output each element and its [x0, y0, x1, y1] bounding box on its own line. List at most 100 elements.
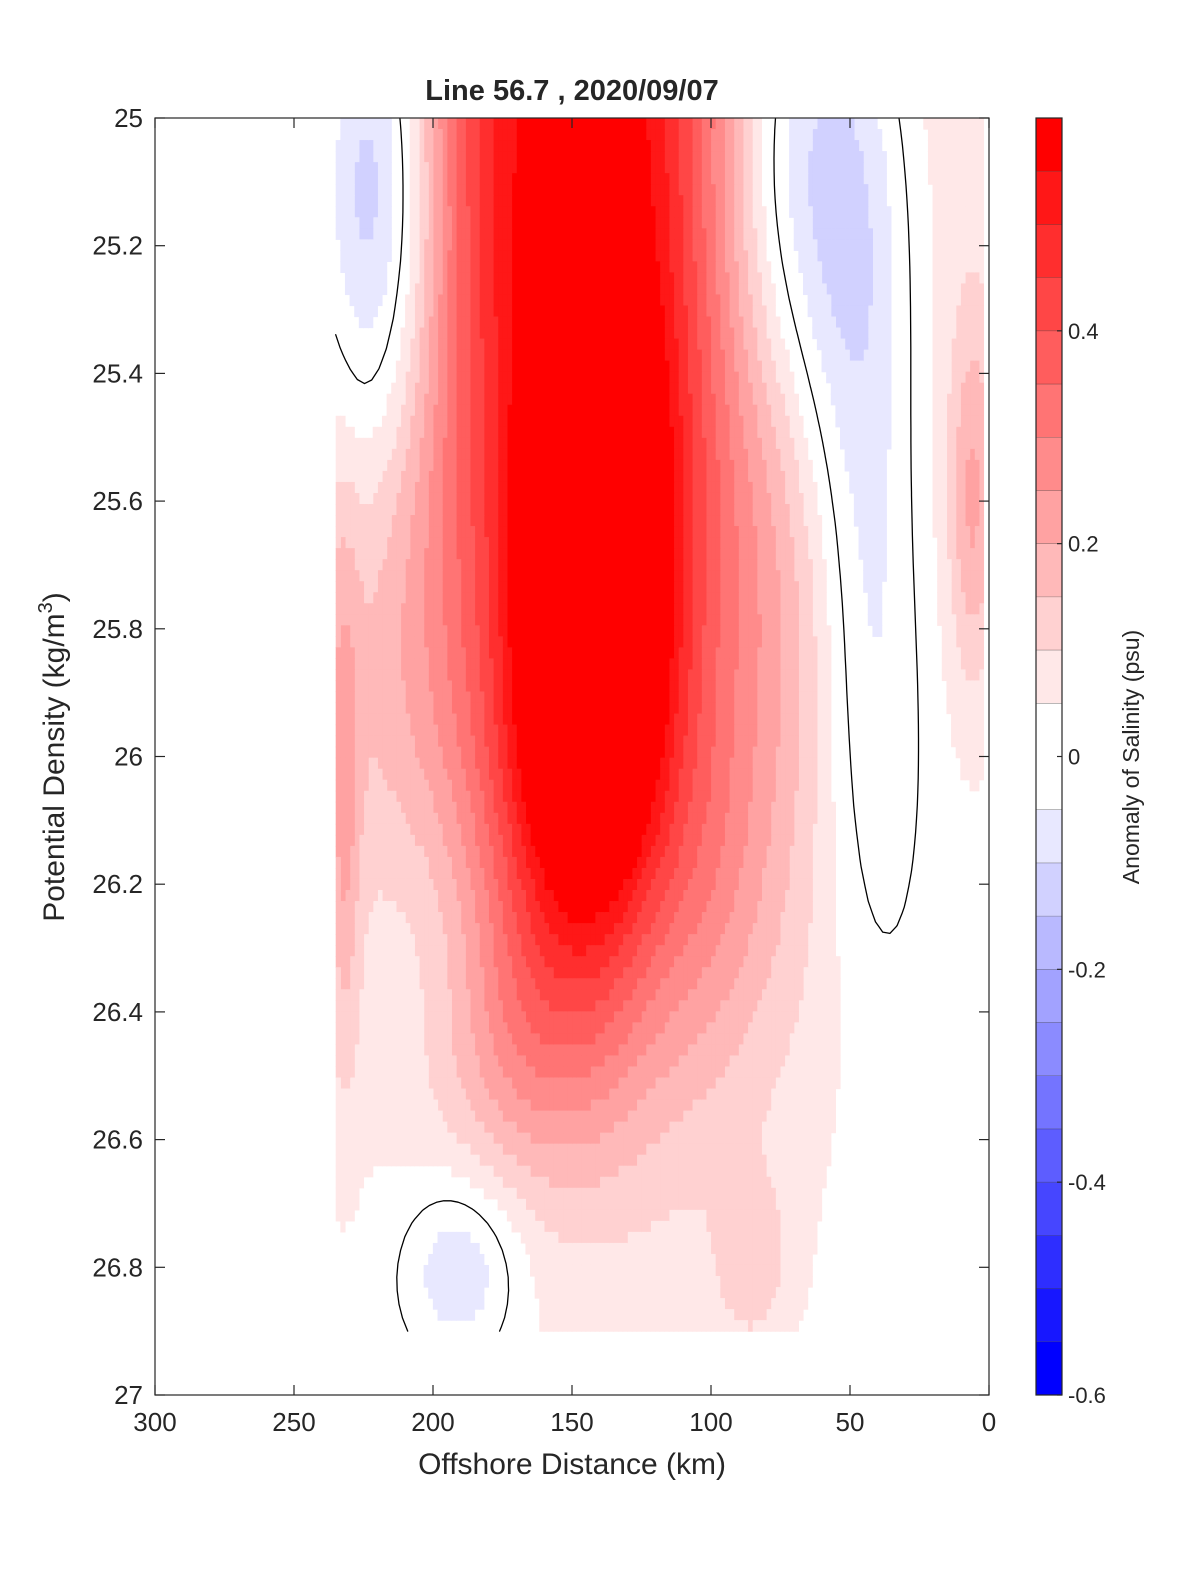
contour-cell	[830, 349, 836, 362]
contour-cell	[673, 592, 679, 604]
contour-cell	[719, 1209, 725, 1222]
contour-cell	[742, 691, 749, 704]
contour-cell	[678, 1309, 684, 1321]
contour-cell	[830, 250, 836, 262]
contour-cell	[784, 1044, 790, 1057]
contour-cell	[807, 118, 813, 130]
contour-cell	[715, 901, 721, 913]
contour-cell	[668, 823, 675, 836]
contour-cell	[696, 305, 702, 318]
contour-cell	[807, 978, 813, 990]
contour-cell	[696, 581, 702, 593]
contour-cell	[673, 162, 679, 174]
contour-cell	[678, 492, 684, 505]
contour-cell	[853, 371, 860, 384]
contour-cell	[659, 724, 665, 737]
contour-cell	[946, 195, 952, 207]
contour-cell	[733, 1066, 739, 1079]
contour-cell	[659, 459, 665, 472]
contour-cell	[673, 1176, 679, 1189]
contour-cell	[664, 812, 670, 825]
contour-cell	[678, 459, 684, 472]
contour-cell	[733, 316, 739, 329]
contour-cell	[728, 526, 735, 538]
contour-cell	[867, 459, 873, 472]
contour-cell	[877, 371, 883, 384]
contour-cell	[798, 492, 804, 505]
contour-cell	[742, 515, 749, 527]
contour-cell	[752, 1044, 758, 1057]
contour-cell	[728, 669, 735, 682]
contour-cell	[821, 923, 827, 935]
contour-cell	[969, 548, 975, 560]
contour-cell	[877, 349, 883, 362]
contour-cell	[969, 658, 975, 671]
contour-cell	[761, 1143, 767, 1156]
contour-cell	[821, 856, 827, 869]
contour-cell	[849, 140, 855, 152]
contour-cell	[752, 735, 758, 748]
contour-cell	[853, 504, 860, 516]
contour-cell	[668, 283, 675, 296]
contour-cell	[807, 184, 813, 196]
contour-cell	[742, 912, 749, 924]
contour-cell	[673, 1132, 679, 1145]
contour-cell	[742, 272, 749, 285]
contour-cell	[696, 1242, 702, 1255]
contour-cell	[877, 581, 883, 593]
contour-cell	[742, 845, 749, 858]
contour-cell	[830, 371, 836, 384]
contour-cell	[664, 338, 670, 351]
contour-cell	[715, 283, 721, 296]
contour-cell	[858, 537, 864, 549]
contour-cell	[960, 371, 966, 384]
contour-cell	[752, 228, 758, 240]
contour-cell	[816, 1088, 823, 1101]
contour-cell	[733, 669, 739, 682]
contour-cell	[715, 537, 721, 549]
contour-cell	[858, 415, 864, 428]
contour-cell	[798, 1055, 804, 1068]
contour-cell	[858, 327, 864, 340]
contour-cell	[756, 823, 762, 836]
contour-cell	[826, 801, 832, 814]
contour-cell	[747, 989, 753, 1001]
contour-cell	[705, 790, 712, 803]
contour-cell	[733, 548, 739, 560]
contour-cell	[955, 217, 961, 229]
contour-cell	[719, 934, 725, 946]
contour-cell	[724, 901, 730, 913]
contour-cell	[770, 1110, 776, 1123]
contour-cell	[969, 702, 975, 715]
contour-cell	[960, 735, 966, 748]
contour-cell	[678, 1110, 684, 1123]
contour-cell	[946, 327, 952, 340]
contour-cell	[779, 768, 786, 781]
contour-cell	[705, 1088, 712, 1101]
contour-cell	[789, 404, 795, 417]
contour-cell	[793, 1276, 799, 1288]
contour-cell	[747, 261, 753, 273]
contour-cell	[789, 867, 795, 880]
contour-cell	[812, 1154, 818, 1167]
contour-cell	[719, 537, 725, 549]
contour-cell	[682, 570, 688, 582]
contour-cell	[728, 1187, 735, 1200]
contour-cell	[789, 504, 795, 516]
contour-cell	[789, 856, 795, 869]
contour-cell	[784, 548, 790, 560]
contour-cell	[789, 801, 795, 814]
contour-cell	[659, 349, 665, 362]
contour-cell	[775, 856, 781, 869]
contour-cell	[761, 415, 767, 428]
contour-cell	[673, 1022, 679, 1034]
contour-cell	[696, 735, 702, 748]
contour-cell	[696, 757, 702, 770]
contour-cell	[747, 878, 753, 891]
contour-cell	[715, 1231, 721, 1244]
contour-cell	[784, 1132, 790, 1145]
contour-cell	[853, 459, 860, 472]
contour-cell	[941, 669, 948, 682]
contour-cell	[812, 1044, 818, 1057]
contour-cell	[881, 470, 887, 483]
